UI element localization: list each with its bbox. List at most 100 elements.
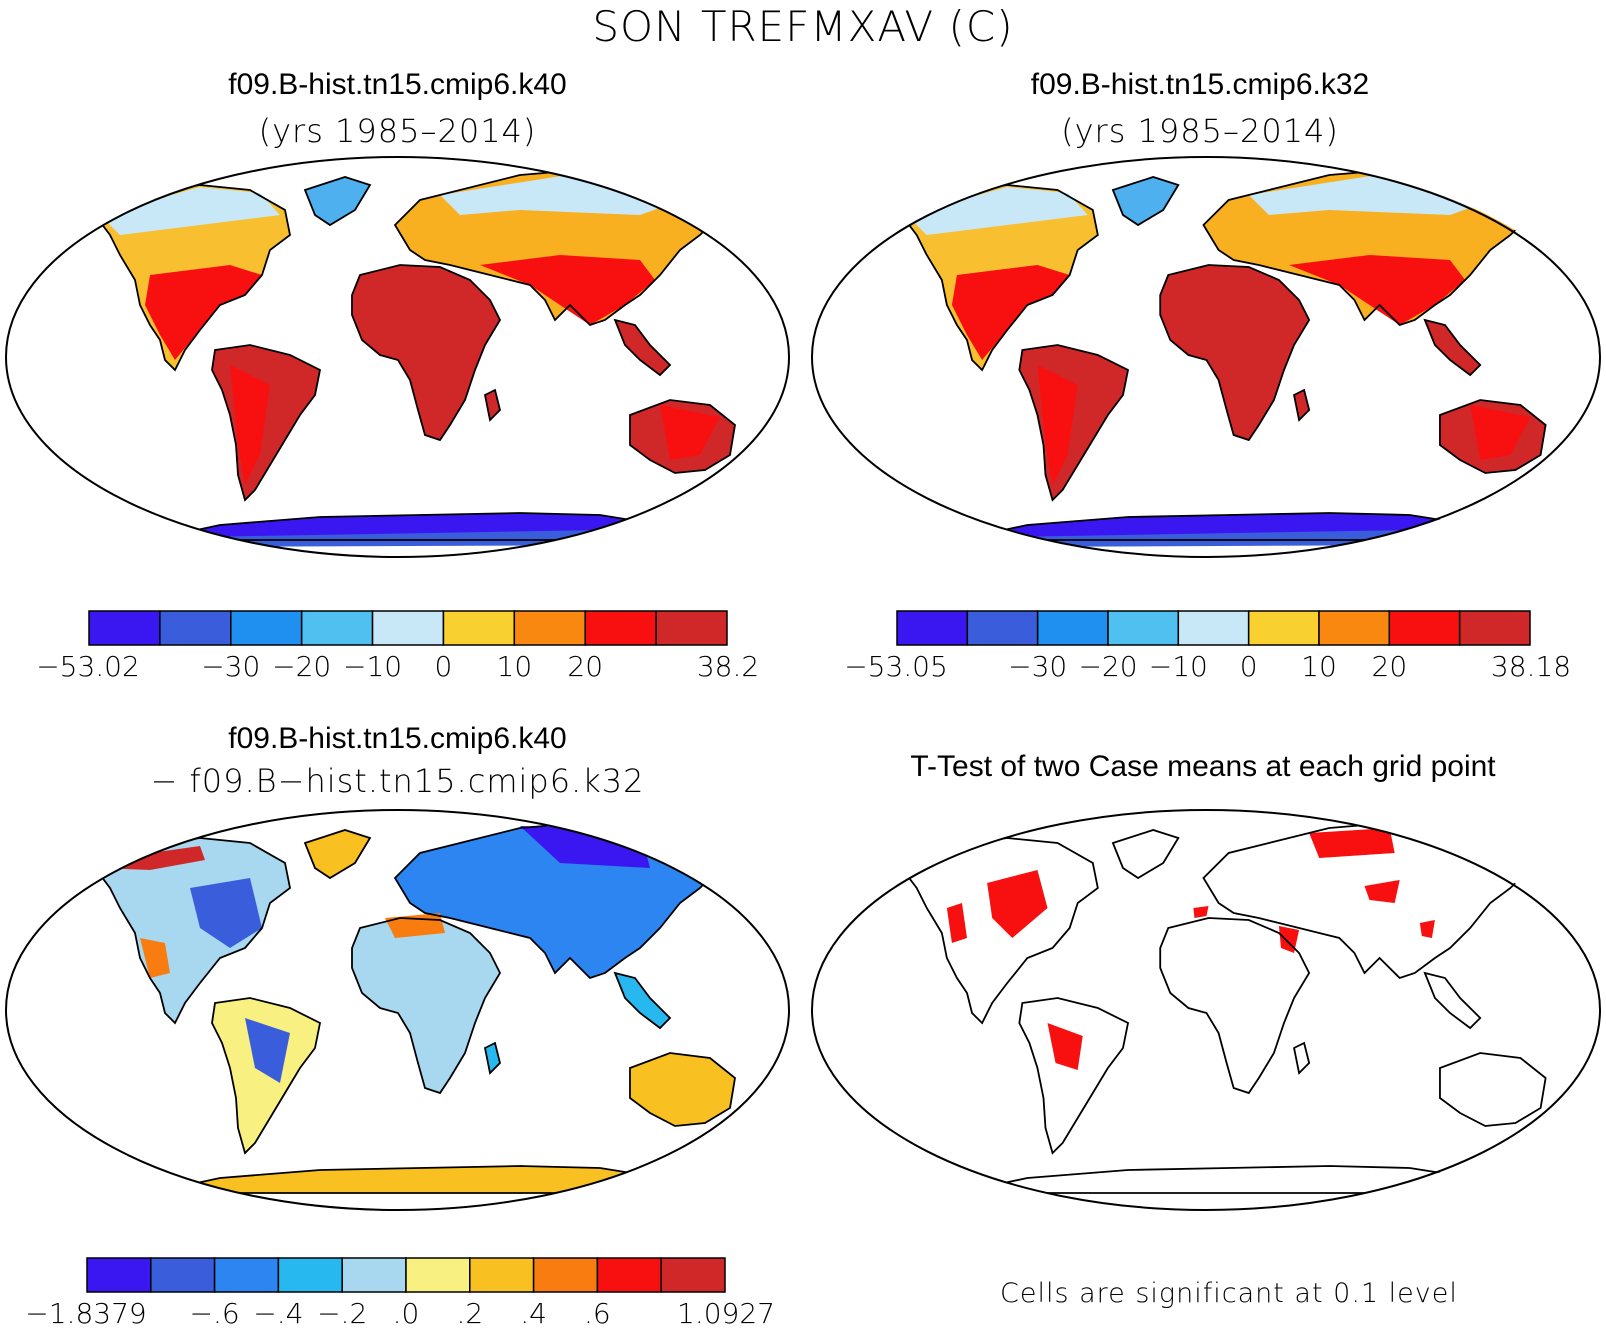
land-sa-south [230, 365, 270, 485]
coast-seAsia [1423, 971, 1482, 1030]
coast-greenland [303, 176, 372, 227]
colorbar-case2 [896, 610, 1531, 646]
coast-australia [629, 1052, 736, 1127]
panel-case2-subtitle: (yrs 1985–2014) [1061, 112, 1339, 150]
coast-africa [1159, 264, 1311, 442]
map-frame [811, 809, 1601, 1211]
panel-case2-title: f09.B-hist.tn15.cmip6.k32 [1030, 68, 1370, 101]
land-northAmerica [901, 838, 1098, 1023]
coast-africa [351, 917, 502, 1095]
colorbar-box [86, 1257, 152, 1293]
land-arctic-band [100, 187, 280, 235]
colorbar-tick-label: .6 [584, 1297, 611, 1330]
colorbar-box [532, 1257, 599, 1293]
colorbar-tick-label: 1.0927 [677, 1297, 775, 1330]
colorbar-tick-label: 38.2 [696, 650, 760, 683]
land-greenland [1112, 830, 1179, 878]
coast-greenland [303, 829, 372, 880]
coast-australia [1439, 1052, 1547, 1127]
colorbar-tick-label: .4 [520, 1297, 547, 1330]
coast-seAsia [613, 971, 672, 1030]
colorbar-tick-label: 10 [496, 650, 533, 683]
colorbar-box [469, 1257, 535, 1293]
colorbar-box [1036, 610, 1109, 646]
colorbar-tick-label: −1.8379 [25, 1297, 147, 1330]
panel-difference-title: f09.B-hist.tn15.cmip6.k40 [228, 722, 567, 755]
land-seAsia [615, 973, 670, 1028]
land-southAmerica [212, 345, 320, 500]
colorbar-tick-label: 20 [1371, 650, 1408, 683]
panel-difference-subtitle: − f09.B−hist.tn15.cmip6.k32 [150, 762, 645, 800]
significant-region [1047, 1023, 1083, 1070]
map-frame [5, 156, 790, 558]
colorbar-difference [86, 1257, 726, 1293]
coast-northAmerica [900, 837, 1099, 1025]
land-africa [352, 918, 500, 1093]
map-ttest [811, 809, 1601, 1211]
coast-greenland [1111, 176, 1180, 227]
land-siberia-band [1248, 173, 1501, 215]
colorbar-box [655, 610, 728, 646]
coast-australia [629, 399, 736, 474]
colorbar-tick-label: −30 [201, 650, 261, 683]
colorbar-tick-label: .2 [456, 1297, 484, 1330]
colorbar-box [442, 610, 516, 646]
coast-africa [351, 264, 502, 442]
land-australia [630, 1053, 735, 1126]
diff-na-blue [190, 878, 262, 948]
coast-australia [1439, 399, 1547, 474]
significant-region [987, 870, 1048, 938]
coast-northAmerica [93, 837, 291, 1025]
map-case1 [5, 156, 790, 558]
colorbar-box [277, 1257, 343, 1293]
coast-southAmerica [1018, 344, 1130, 502]
land-asia-south [1289, 255, 1466, 325]
colorbar-tick-label: −20 [272, 650, 332, 683]
colorbar-difference-labels: −1.8379 −.6 −.4 −.2 .0 .2 .4 .6 1.0927 [25, 1297, 775, 1330]
diff-na-warm [140, 938, 170, 978]
coast-madagascar [1293, 1041, 1311, 1075]
colorbar-tick-label: −10 [1148, 650, 1208, 683]
land-antarctic-edge [180, 530, 640, 547]
land-greenland [305, 830, 370, 878]
land-seAsia [1424, 973, 1481, 1028]
colorbar-box [1388, 610, 1461, 646]
land-eurasia [1203, 823, 1531, 978]
coast-madagascar [483, 388, 501, 422]
land-aus-east [660, 405, 720, 460]
coast-greenland [1111, 829, 1180, 880]
colorbar-tick-label: 38.18 [1490, 650, 1572, 683]
colorbar-tick-label: 20 [567, 650, 604, 683]
land-greenland [1112, 177, 1179, 225]
map-case2 [811, 156, 1601, 558]
land-antarctica [150, 1166, 660, 1193]
land-southAmerica [1019, 998, 1129, 1153]
panel-case1-subtitle: (yrs 1985–2014) [258, 112, 537, 150]
colorbar-box [1247, 610, 1320, 646]
significant-region [946, 903, 968, 943]
coast-southAmerica [1018, 997, 1130, 1155]
colorbar-tick-label: −30 [1008, 650, 1068, 683]
land-seAsia [615, 320, 670, 375]
coast-madagascar [1293, 388, 1311, 422]
coast-africa [1159, 917, 1311, 1095]
colorbar-box [1318, 610, 1391, 646]
coast-southAmerica [211, 997, 322, 1155]
land-na-south [951, 265, 1070, 360]
colorbar-box [1458, 610, 1531, 646]
land-southAmerica [212, 998, 320, 1153]
land-greenland [305, 177, 370, 225]
colorbar-box [300, 610, 374, 646]
map-frame [811, 156, 1601, 558]
colorbar-box [150, 1257, 216, 1293]
colorbar-case2-labels: −53.05 −30 −20 −10 0 10 20 38.18 [844, 650, 1571, 690]
colorbar-box [371, 610, 445, 646]
coast-northAmerica [93, 184, 291, 372]
colorbar-tick-label: −.2 [317, 1297, 368, 1330]
land-southAmerica [1019, 345, 1129, 500]
land-africa [1160, 265, 1310, 440]
colorbar-box [660, 1257, 726, 1293]
land-asia-south [480, 255, 655, 325]
colorbar-box [405, 1257, 471, 1293]
land-africa [352, 265, 500, 440]
